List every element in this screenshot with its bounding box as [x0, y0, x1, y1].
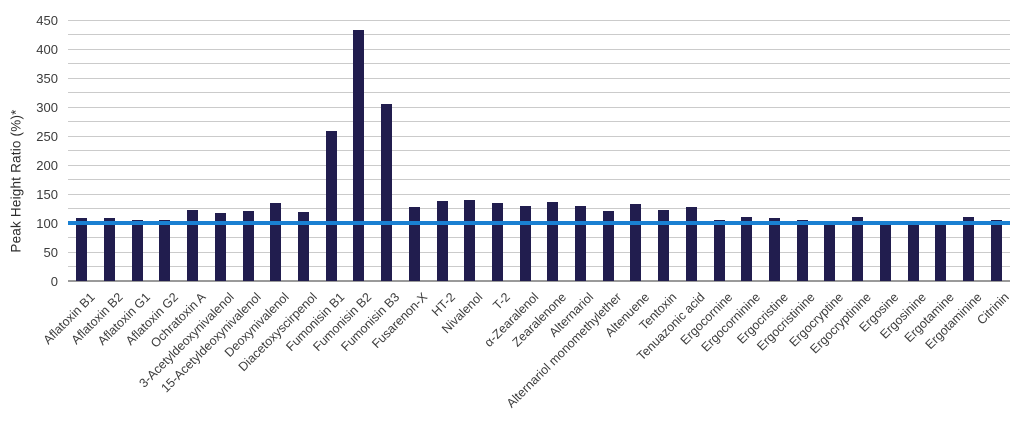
gridline-375 [68, 63, 1010, 64]
gridline-275 [68, 121, 1010, 122]
y-tick-label-50: 50 [43, 245, 58, 260]
gridline-225 [68, 150, 1010, 151]
bar--zearalenol [519, 205, 531, 281]
x-axis-label-t-2: T-2 [490, 290, 514, 313]
bar-aflatoxin-g1 [131, 219, 143, 281]
gridline-150 [68, 193, 1010, 195]
bar-alternariol [575, 205, 587, 281]
gridline-25 [68, 266, 1010, 267]
reference-line-100-percent [68, 221, 1010, 225]
gridline-75 [68, 237, 1010, 238]
gridline-325 [68, 92, 1010, 93]
bar-fumonisin-b3 [381, 103, 393, 281]
gridline-450 [68, 19, 1010, 21]
bar-aflatoxin-b1 [76, 217, 88, 281]
y-tick-label-150: 150 [36, 187, 58, 202]
bar-tentoxin [658, 209, 670, 281]
gridline-50 [68, 251, 1010, 253]
y-tick-label-0: 0 [50, 274, 58, 289]
y-tick-label-300: 300 [36, 100, 58, 115]
bar-aflatoxin-b2 [104, 218, 116, 281]
gridline-350 [68, 77, 1010, 79]
y-tick-label-450: 450 [36, 13, 58, 28]
bar-ergosine [879, 221, 891, 281]
gridline-300 [68, 106, 1010, 108]
bar-fumonisin-b1 [325, 130, 337, 281]
bar-ergocristinine [796, 219, 808, 281]
bar-3-acetyldeoxynivalenol [214, 213, 226, 281]
gridline-250 [68, 135, 1010, 137]
bar-tenuazonic-acid [685, 206, 697, 281]
bar-ochratoxin-a [187, 209, 199, 281]
y-tick-label-350: 350 [36, 71, 58, 86]
x-axis-line [68, 280, 1010, 282]
gridline-175 [68, 179, 1010, 180]
bar-fumonisin-b2 [353, 30, 365, 281]
bar-nivalenol [464, 199, 476, 281]
bar-zearalenone [547, 202, 559, 281]
y-tick-label-250: 250 [36, 129, 58, 144]
bar-citrinin [990, 219, 1002, 281]
gridline-400 [68, 48, 1010, 50]
bar-ergocristine [769, 218, 780, 281]
y-tick-label-200: 200 [36, 158, 58, 173]
bar-alternariol-monomethylether [602, 210, 614, 281]
bar-t-2 [491, 202, 503, 281]
bar-ht-2 [436, 200, 448, 281]
bar-15-acetyldeoxynivalenol [242, 210, 254, 281]
bar-ergotaminine [962, 217, 974, 281]
bar-ergosinine [907, 223, 919, 281]
bar-ergocryptine [824, 225, 836, 281]
bar-deoxynivalenol [270, 203, 282, 281]
gridline-425 [68, 34, 1010, 35]
gridline-200 [68, 164, 1010, 166]
bar-altenuene [630, 204, 642, 281]
y-tick-label-100: 100 [36, 216, 58, 231]
bar-diacetoxyscirpenol [298, 211, 309, 281]
gridline-125 [68, 208, 1010, 209]
bar-ergocornine [713, 219, 725, 281]
bar-fusarenon-x [408, 207, 420, 281]
bar-ergocorninine [741, 216, 753, 281]
y-tick-label-400: 400 [36, 42, 58, 57]
bar-ergotamine [935, 223, 947, 281]
bar-aflatoxin-g2 [159, 220, 171, 281]
bar-ergocryptinine [852, 217, 864, 281]
